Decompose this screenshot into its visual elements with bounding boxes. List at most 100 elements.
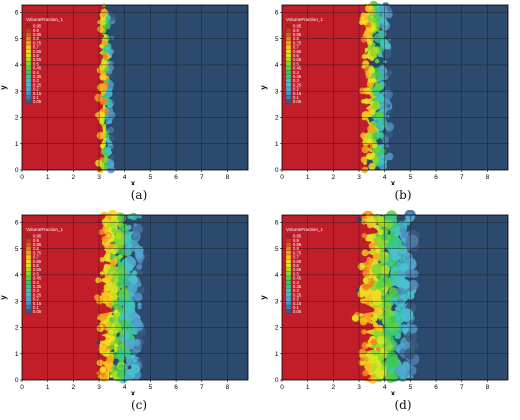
mix-blob — [376, 132, 381, 138]
y-tick-label: 0 — [275, 167, 279, 174]
interface-blob — [95, 277, 102, 284]
legend-level-label: 0.95 — [33, 24, 42, 29]
legend-level-label: 0.15 — [33, 301, 42, 306]
legend-level-label: 0.25 — [293, 82, 302, 87]
contour-plot-b: 0123456780123456xyVolumeFraction_10.950.… — [259, 0, 509, 188]
legend-swatch — [285, 91, 292, 96]
legend-swatch — [285, 288, 292, 293]
contour-plot-a: 0123456780123456xyVolumeFraction_10.950.… — [0, 3, 249, 188]
legend-level-label: 0.6 — [33, 53, 39, 58]
legend-swatch — [285, 40, 292, 46]
legend-level-label: 0.7 — [33, 255, 39, 260]
interface-blob — [368, 66, 376, 74]
legend-swatch — [25, 32, 32, 37]
legend-swatch — [25, 246, 32, 251]
interface-blob — [102, 54, 108, 60]
legend-swatch — [285, 28, 292, 33]
legend-level-label: 0.35 — [293, 74, 302, 79]
y-tick-label: 1 — [275, 351, 279, 358]
legend-level-label: 0.55 — [33, 267, 42, 272]
mix-blob — [382, 276, 390, 284]
interface-blob — [374, 309, 380, 314]
interface-blob — [361, 232, 367, 239]
legend-swatch — [25, 40, 32, 46]
x-axis-label: x — [131, 389, 136, 395]
grid-lines — [282, 215, 508, 380]
legend-level-label: 0.65 — [33, 259, 42, 264]
interface-blob — [102, 225, 109, 232]
x-tick-label: 3 — [357, 384, 361, 391]
interface-blob — [362, 139, 370, 146]
interface-blob — [361, 111, 369, 119]
mix-blob — [376, 123, 379, 126]
legend-level-label: 0.6 — [293, 263, 299, 268]
legend-swatch — [25, 254, 32, 260]
interface-blob — [101, 65, 106, 69]
mix-blob — [134, 293, 143, 302]
mix-blob — [129, 275, 138, 285]
legend-swatch — [25, 238, 32, 243]
interface-blob — [363, 267, 370, 273]
legend-swatch — [285, 305, 292, 310]
legend-swatch — [285, 238, 292, 243]
interface-blob — [103, 223, 107, 228]
liquid-region — [22, 215, 115, 380]
legend-swatch — [25, 271, 32, 277]
legend-level-label: 0.7 — [293, 255, 299, 260]
interface-blob — [104, 285, 108, 289]
x-tick-label: 8 — [486, 384, 490, 391]
interface-blob — [360, 360, 366, 366]
legend-level-label: 0.8 — [293, 36, 299, 41]
interface-blob — [104, 34, 107, 38]
mix-blob — [391, 371, 399, 380]
interface-blob — [362, 342, 370, 349]
interface-blob — [359, 317, 368, 326]
interface-blob — [366, 256, 373, 263]
mix-blob — [120, 284, 125, 289]
y-tick-label: 1 — [275, 141, 279, 148]
legend-swatch — [25, 36, 32, 41]
mix-blob — [137, 282, 142, 287]
y-tick-label: 0 — [275, 377, 279, 384]
legend-swatch — [285, 49, 292, 54]
mix-blob — [126, 239, 132, 245]
interface-blob — [98, 111, 106, 119]
y-tick-label: 1 — [15, 141, 19, 148]
legend-level-label: 0.15 — [293, 301, 302, 306]
plot-frame — [281, 214, 509, 381]
legend-swatch — [285, 284, 292, 289]
mix-blob — [383, 91, 387, 95]
interface-blob — [369, 78, 373, 83]
interface-blob — [368, 163, 376, 171]
mix-blob — [118, 243, 124, 249]
y-tick-label: 4 — [275, 272, 279, 279]
x-tick-label: 6 — [434, 384, 438, 391]
y-axis-label: y — [260, 295, 268, 300]
legend-level-label: 0.6 — [33, 263, 39, 268]
legend-level-label: 0.2 — [33, 87, 39, 92]
x-tick-label: 2 — [72, 174, 76, 181]
x-tick-label: 5 — [409, 174, 413, 181]
interface-blob — [103, 292, 107, 296]
legend-level-label: 0.45 — [33, 66, 42, 71]
mix-blob — [373, 33, 384, 43]
legend-level-label: 0.05 — [33, 309, 42, 314]
mix-blob — [384, 122, 394, 132]
legend-level-label: 0.85 — [33, 242, 42, 247]
legend-level-label: 0.3 — [293, 288, 299, 293]
interface-blob — [369, 243, 376, 249]
legend-level-label: 0.25 — [33, 292, 42, 297]
mix-blob — [111, 364, 119, 372]
legend-swatch — [25, 44, 32, 50]
legend-level-label: 0.95 — [293, 24, 302, 29]
legend-level-label: 0.4 — [33, 70, 39, 75]
mix-blob — [124, 338, 136, 350]
interface-blob — [360, 36, 367, 43]
mix-blob — [131, 348, 139, 355]
legend-swatch — [25, 284, 32, 289]
x-axis-label: x — [131, 179, 136, 185]
mix-blob — [128, 259, 134, 265]
mix-blob — [390, 230, 395, 236]
mix-blob — [132, 270, 138, 276]
legend-swatch — [25, 292, 32, 298]
